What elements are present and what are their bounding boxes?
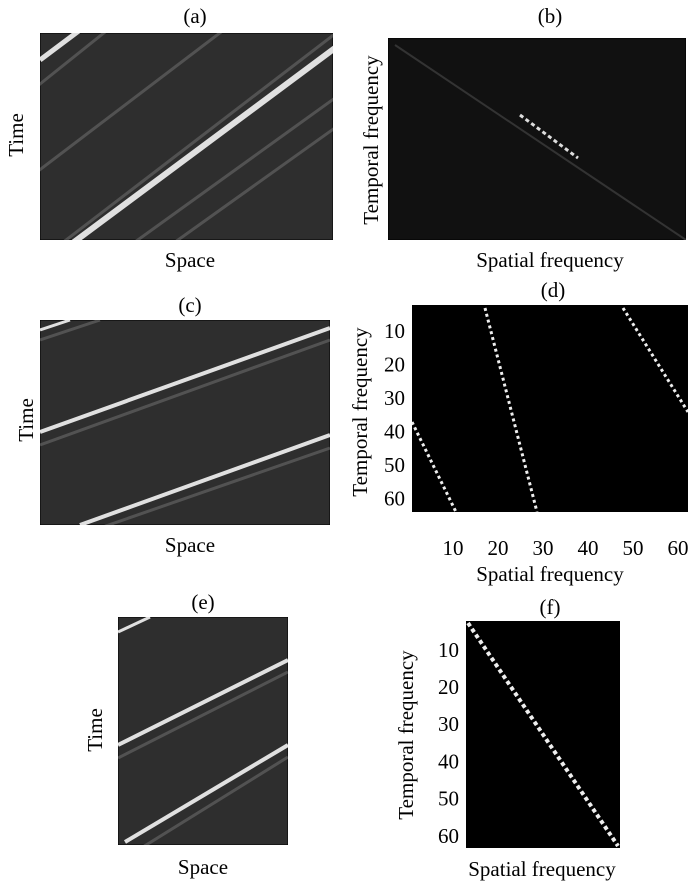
y-tick-label: 40	[384, 419, 405, 443]
y-label: Time	[4, 113, 28, 157]
y-label: Time	[83, 708, 107, 752]
x-tick-label: 60	[668, 536, 688, 560]
y-label: Time	[14, 398, 38, 442]
y-tick-label: 10	[384, 319, 405, 343]
x-label: Spatial frequency	[476, 562, 624, 586]
panel-label: (d)	[541, 278, 566, 302]
panel-a-image	[40, 33, 333, 240]
y-tick-label: 30	[384, 386, 405, 410]
y-tick-label: 50	[438, 787, 459, 811]
x-label: Space	[165, 248, 215, 272]
x-tick-label: 10	[443, 536, 464, 560]
panel-label: (a)	[183, 4, 206, 28]
y-label: Temporal frequency	[359, 55, 383, 225]
x-label: Space	[178, 855, 228, 879]
panel-e-image	[118, 617, 288, 845]
panel-label: (e)	[191, 590, 214, 614]
panel-b-image	[388, 38, 686, 240]
y-tick-label: 50	[384, 453, 405, 477]
x-tick-label: 40	[578, 536, 599, 560]
y-tick-label: 40	[438, 749, 459, 773]
panel-d-image	[412, 305, 688, 512]
y-label: Temporal frequency	[394, 650, 418, 820]
x-label: Spatial frequency	[468, 857, 616, 881]
x-label: Spatial frequency	[476, 248, 624, 272]
y-tick-label: 30	[438, 712, 459, 736]
panel-label: (b)	[538, 4, 563, 28]
y-tick-label: 20	[384, 352, 405, 376]
x-tick-label: 20	[488, 536, 509, 560]
y-tick-label: 20	[438, 675, 459, 699]
panel-label: (f)	[540, 595, 561, 619]
y-tick-label: 60	[438, 824, 459, 848]
x-tick-label: 50	[623, 536, 644, 560]
panel-label: (c)	[178, 293, 201, 317]
panel-c-image	[40, 320, 330, 525]
x-label: Space	[165, 533, 215, 557]
panel-f-image	[466, 621, 620, 848]
y-label: Temporal frequency	[348, 327, 372, 497]
y-tick-label: 60	[384, 486, 405, 510]
x-tick-label: 30	[533, 536, 554, 560]
y-tick-label: 10	[438, 638, 459, 662]
